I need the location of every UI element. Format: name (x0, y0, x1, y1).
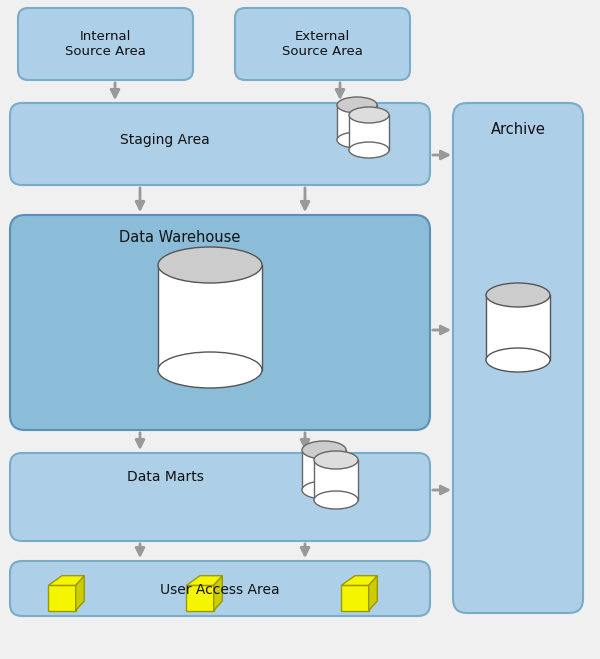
FancyBboxPatch shape (10, 561, 430, 616)
Text: User Access Area: User Access Area (160, 583, 280, 597)
Polygon shape (49, 576, 85, 585)
FancyBboxPatch shape (10, 103, 430, 185)
Ellipse shape (486, 348, 550, 372)
Polygon shape (214, 576, 223, 611)
Polygon shape (187, 585, 214, 611)
Text: Internal
Source Area: Internal Source Area (65, 30, 146, 58)
Text: External
Source Area: External Source Area (282, 30, 363, 58)
Text: Data Warehouse: Data Warehouse (119, 231, 241, 246)
Ellipse shape (337, 132, 377, 148)
Bar (349, 115, 389, 150)
Polygon shape (76, 576, 85, 611)
Polygon shape (341, 576, 377, 585)
Polygon shape (187, 576, 223, 585)
Ellipse shape (158, 247, 262, 283)
Ellipse shape (486, 283, 550, 307)
Polygon shape (49, 585, 76, 611)
FancyBboxPatch shape (18, 8, 193, 80)
Ellipse shape (302, 481, 346, 499)
Ellipse shape (349, 107, 389, 123)
Polygon shape (341, 585, 368, 611)
FancyBboxPatch shape (10, 215, 430, 430)
Ellipse shape (302, 441, 346, 459)
FancyBboxPatch shape (10, 453, 430, 541)
Ellipse shape (349, 142, 389, 158)
FancyBboxPatch shape (235, 8, 410, 80)
Bar (337, 105, 377, 140)
Ellipse shape (158, 352, 262, 388)
Ellipse shape (314, 491, 358, 509)
Bar (486, 295, 550, 360)
Text: Staging Area: Staging Area (120, 133, 210, 147)
Text: Data Marts: Data Marts (127, 470, 203, 484)
Bar (302, 450, 346, 490)
Polygon shape (368, 576, 377, 611)
Text: Archive: Archive (491, 123, 545, 138)
Ellipse shape (314, 451, 358, 469)
Ellipse shape (337, 97, 377, 113)
Bar (314, 460, 358, 500)
Bar (158, 265, 262, 370)
FancyBboxPatch shape (453, 103, 583, 613)
